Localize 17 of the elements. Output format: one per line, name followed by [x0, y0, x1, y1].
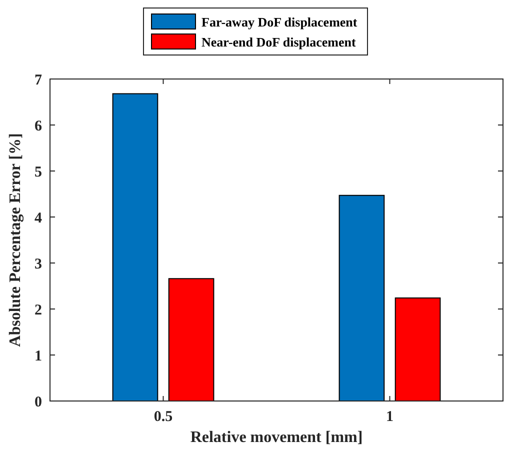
y-tick-label: 1	[34, 348, 42, 364]
x-axis-title: Relative movement [mm]	[190, 429, 363, 446]
legend-label: Near-end DoF displacement	[202, 34, 356, 50]
y-tick-label: 5	[34, 164, 42, 180]
y-tick-label: 2	[34, 302, 42, 318]
bar	[394, 297, 441, 402]
x-tick-label: 0.5	[154, 409, 173, 425]
y-tick-label: 7	[34, 72, 42, 88]
y-tick-label: 4	[34, 210, 42, 226]
bar	[168, 278, 214, 402]
y-tick-label: 0	[34, 394, 42, 410]
y-tick-label: 3	[34, 256, 42, 272]
legend-label: Far-away DoF displacement	[202, 14, 358, 30]
bar	[112, 93, 158, 402]
bar	[338, 194, 385, 402]
y-axis-title: Absolute Percentage Error [%]	[7, 133, 24, 347]
y-tick-label: 6	[34, 118, 42, 134]
